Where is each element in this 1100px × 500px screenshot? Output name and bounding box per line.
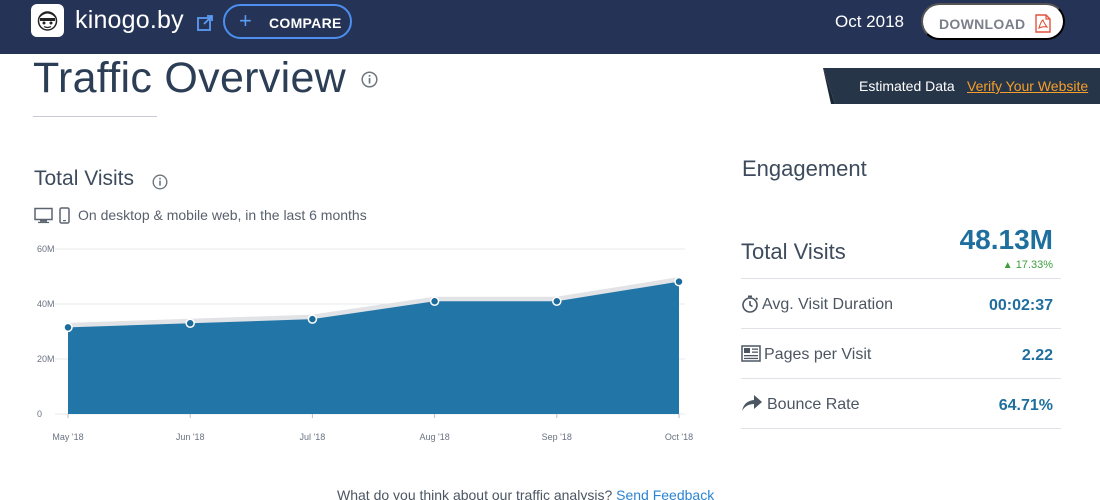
x-tick-label: Oct '18	[665, 432, 693, 442]
info-icon[interactable]	[361, 71, 378, 88]
engagement-divider	[741, 328, 1061, 329]
pages-per-visit-value: 2.22	[1021, 347, 1053, 364]
chart-data-point[interactable]	[63, 322, 73, 333]
download-button[interactable]: DOWNLOAD	[921, 3, 1065, 40]
engagement-divider	[741, 378, 1061, 379]
x-tick-label: Sep '18	[542, 432, 572, 442]
favicon-face-icon	[37, 11, 58, 31]
total-visits-subtitle: On desktop & mobile web, in the last 6 m…	[78, 207, 367, 223]
site-name: kinogo.by	[75, 6, 184, 34]
banner-shape	[823, 68, 1100, 104]
up-arrow-icon: ▲	[1002, 260, 1013, 271]
chart-data-point[interactable]	[552, 296, 562, 306]
stopwatch-icon	[742, 295, 759, 313]
estimated-data-banner: Estimated Data Verify Your Website	[823, 68, 1100, 104]
total-visits-area	[68, 281, 679, 414]
y-tick-label: 60M	[37, 244, 55, 254]
x-tick-label: Jun '18	[176, 432, 205, 442]
top-bar: kinogo.by + COMPARE Oct 2018 DOWNLOAD	[0, 0, 1100, 54]
bounce-rate-value: 64.71%	[998, 397, 1053, 414]
bounce-rate-label: Bounce Rate	[767, 396, 860, 413]
site-favicon	[31, 4, 64, 37]
x-tick-label: Jul '18	[300, 432, 326, 442]
y-tick-label: 40M	[37, 299, 55, 309]
compare-label: COMPARE	[269, 15, 342, 31]
chart-data-point[interactable]	[307, 314, 318, 324]
verify-website-link[interactable]: Verify Your Website	[967, 78, 1089, 94]
chart-line-halo	[67, 277, 680, 328]
feedback-prompt: What do you think about our traffic anal…	[337, 487, 714, 500]
pages-icon	[741, 345, 761, 362]
pages-per-visit-label: Pages per Visit	[764, 346, 872, 363]
send-feedback-link[interactable]: Send Feedback	[616, 487, 715, 500]
engagement-divider	[741, 278, 1061, 279]
title-underline	[33, 116, 157, 117]
total-visits-change: ▲ 17.33%	[900, 259, 1053, 271]
external-link-icon[interactable]	[196, 14, 214, 32]
pdf-icon	[1035, 14, 1051, 33]
total-visits-title: Total Visits	[34, 167, 134, 190]
feedback-question: What do you think about our traffic anal…	[337, 487, 613, 500]
engagement-divider	[741, 428, 1061, 429]
x-tick-label: May '18	[52, 432, 83, 442]
total-visits-info-icon[interactable]	[152, 174, 168, 190]
x-tick-label: Aug '18	[419, 432, 449, 442]
desktop-mobile-icon	[34, 207, 70, 224]
period-label: Oct 2018	[835, 12, 904, 31]
total-visits-change-value: 17.33%	[1015, 259, 1053, 271]
plus-icon: +	[239, 8, 252, 33]
chart-data-point[interactable]	[429, 296, 440, 306]
chart-data-point[interactable]	[185, 318, 195, 328]
estimated-data-label: Estimated Data	[859, 78, 955, 94]
y-tick-label: 0	[37, 409, 42, 419]
avg-visit-duration-label: Avg. Visit Duration	[762, 296, 894, 313]
bounce-arrow-icon	[742, 395, 762, 411]
y-tick-label: 20M	[37, 354, 55, 364]
download-label: DOWNLOAD	[939, 16, 1026, 32]
engagement-title: Engagement	[742, 156, 867, 181]
engagement-total-visits-value: 48.13M	[959, 224, 1053, 255]
compare-button[interactable]: + COMPARE	[223, 4, 352, 39]
avg-visit-duration-value: 00:02:37	[988, 297, 1053, 314]
total-visits-chart: 0 20M 40M 60M May '18 Jun '18 Jul '18 Aug '18 S…	[37, 244, 693, 442]
engagement-total-visits-label: Total Visits	[741, 239, 846, 264]
chart-data-point[interactable]	[674, 276, 684, 287]
page-title: Traffic Overview	[33, 54, 347, 102]
